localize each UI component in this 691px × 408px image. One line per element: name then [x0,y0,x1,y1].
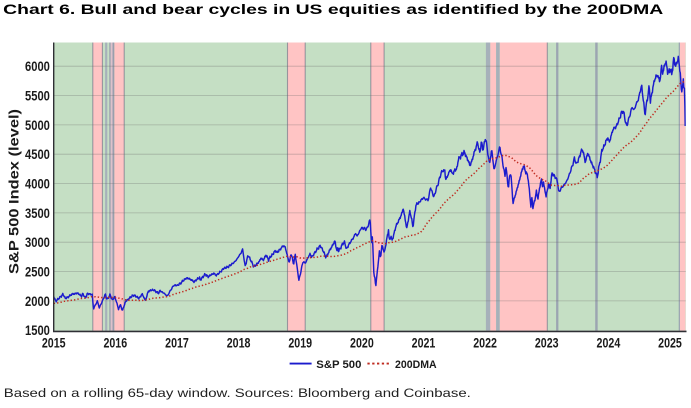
svg-text:5000: 5000 [25,118,50,133]
svg-text:2023: 2023 [535,336,559,351]
svg-text:2016: 2016 [103,336,127,351]
svg-text:3000: 3000 [25,235,50,250]
svg-text:2018: 2018 [227,336,251,351]
svg-text:2019: 2019 [288,336,312,351]
svg-text:Chart 6. Bull and bear cycles: Chart 6. Bull and bear cycles in US equi… [3,1,663,17]
svg-text:2024: 2024 [597,336,621,351]
svg-text:1500: 1500 [25,323,50,338]
svg-text:S&P 500: S&P 500 [316,359,361,371]
svg-text:2025: 2025 [658,336,682,351]
svg-text:2500: 2500 [25,265,50,280]
svg-text:4500: 4500 [25,147,50,162]
svg-text:2017: 2017 [165,336,189,351]
svg-text:2020: 2020 [350,336,374,351]
svg-text:3500: 3500 [25,206,50,221]
svg-text:2021: 2021 [412,336,436,351]
svg-text:6000: 6000 [25,59,50,74]
svg-text:200DMA: 200DMA [395,359,437,371]
svg-text:S&P 500 Index (level): S&P 500 Index (level) [7,109,23,274]
svg-text:5500: 5500 [25,89,50,104]
svg-text:2015: 2015 [42,336,66,351]
svg-text:Based on a rolling 65-day wind: Based on a rolling 65-day window. Source… [4,386,471,400]
svg-text:2000: 2000 [25,294,50,309]
svg-text:2022: 2022 [473,336,497,351]
svg-text:4000: 4000 [25,177,50,192]
